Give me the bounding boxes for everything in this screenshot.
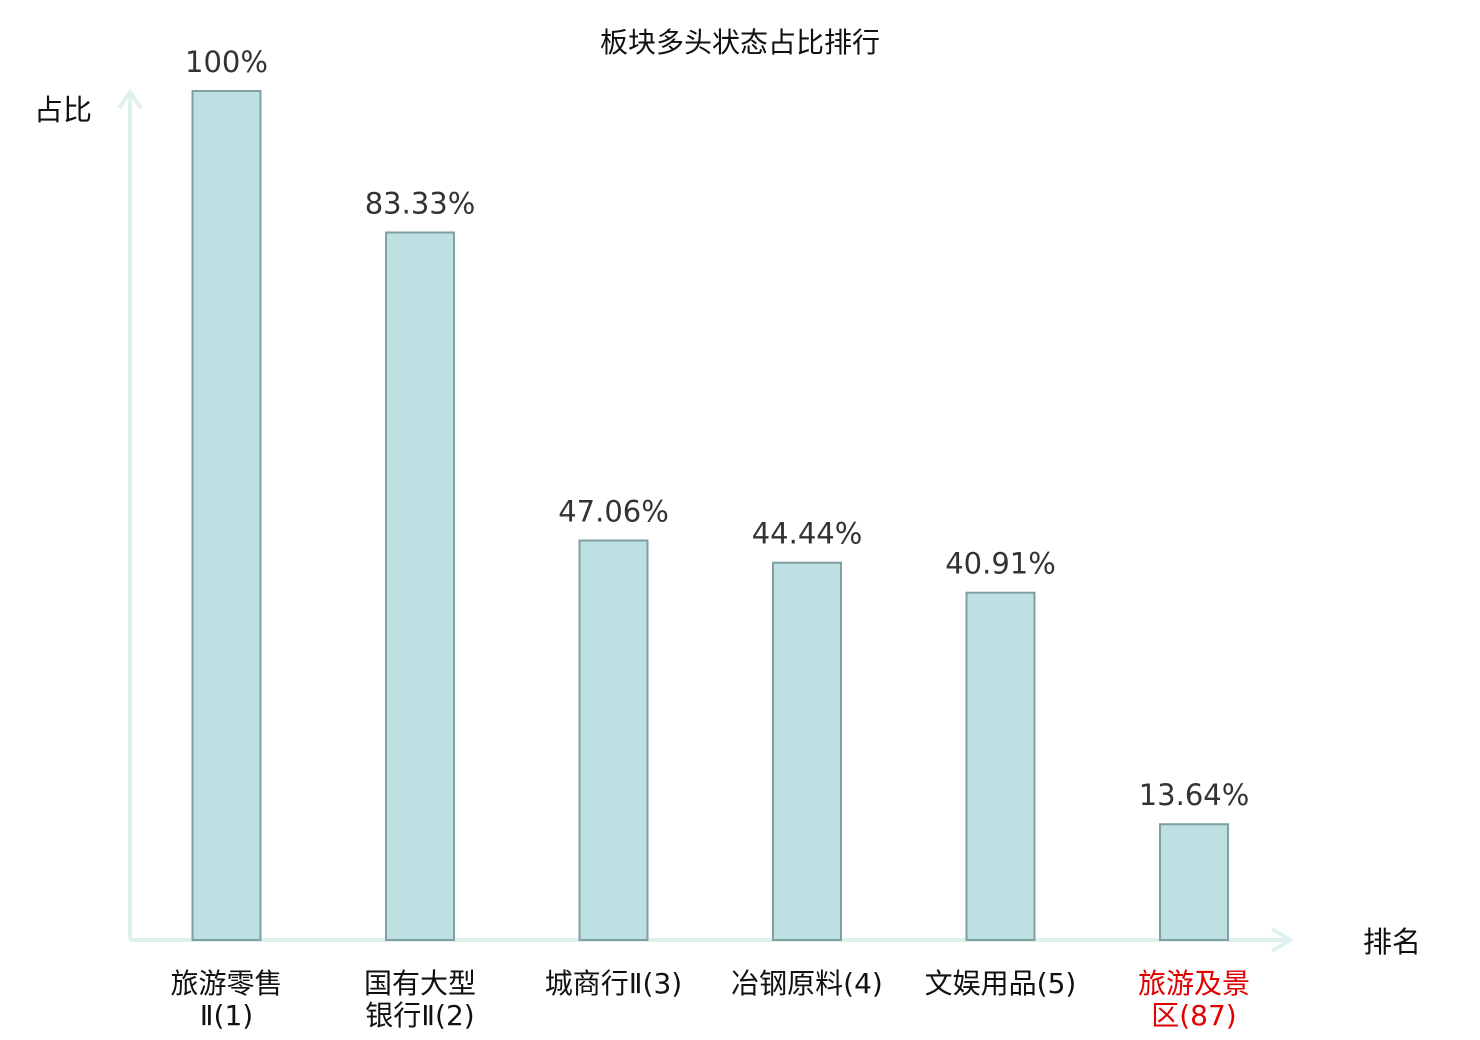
bar-1	[191, 90, 262, 941]
value-label-4: 44.44%	[752, 517, 863, 551]
category-label-2: 国有大型银行Ⅱ(2)	[364, 967, 476, 1032]
category-label-6: 旅游及景区(87)	[1138, 967, 1250, 1032]
value-label-6: 13.64%	[1139, 778, 1250, 812]
category-labels-group: 旅游零售 Ⅱ(1) 国有大型银行Ⅱ(2) 城商行Ⅱ(3) 冶钢原料(4) 文娱用品(5) 旅…	[170, 967, 1250, 1032]
value-label-5: 40.91%	[945, 547, 1056, 581]
chart-title: 板块多头状态占比排行	[600, 26, 880, 59]
bar-3	[578, 539, 649, 941]
y-axis-label: 占比	[34, 93, 92, 127]
x-axis	[130, 927, 1294, 953]
category-label-line: 区(87)	[1151, 999, 1236, 1032]
bar-6	[1159, 823, 1229, 942]
bar-4	[772, 561, 842, 941]
category-label-line: 旅游及景	[1138, 967, 1250, 1000]
category-label-line: 城商行Ⅱ(3)	[545, 967, 682, 1000]
value-label-2: 83.33%	[365, 187, 476, 221]
category-label-4: 冶钢原料(4)	[731, 967, 883, 1000]
value-labels-group: 100% 83.33% 47.06% 44.44% 40.91% 13.64%	[185, 45, 1249, 812]
value-label-1: 100%	[185, 45, 268, 79]
category-label-3: 城商行Ⅱ(3)	[545, 967, 682, 1000]
x-axis-label: 排名	[1363, 925, 1421, 959]
bar-2	[385, 231, 455, 941]
category-label-line: 银行Ⅱ(2)	[365, 999, 474, 1032]
bar-5	[965, 591, 1036, 941]
category-label-line: 国有大型	[364, 967, 476, 1000]
y-axis	[117, 88, 143, 940]
category-label-line: 旅游零售	[170, 967, 282, 1000]
category-label-5: 文娱用品(5)	[925, 967, 1077, 1000]
category-label-line: Ⅱ(1)	[200, 999, 253, 1032]
value-label-3: 47.06%	[558, 495, 669, 529]
category-label-1: 旅游零售 Ⅱ(1)	[170, 967, 282, 1032]
category-label-line: 文娱用品(5)	[925, 967, 1077, 1000]
category-label-line: 冶钢原料(4)	[731, 967, 883, 1000]
bars-group	[191, 90, 1229, 942]
